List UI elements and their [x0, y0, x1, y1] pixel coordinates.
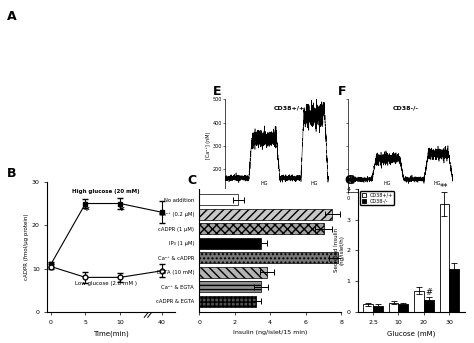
Bar	[199, 252, 337, 263]
Bar	[414, 291, 424, 312]
Text: HG: HG	[310, 181, 318, 186]
Text: HG: HG	[384, 181, 391, 186]
Y-axis label: cADPR (fmol/µg protein): cADPR (fmol/µg protein)	[24, 214, 29, 280]
Bar	[373, 306, 383, 312]
Text: G: G	[345, 174, 355, 187]
Bar	[199, 267, 266, 277]
X-axis label: Insulin (ng/islet/15 min): Insulin (ng/islet/15 min)	[233, 330, 307, 335]
Text: *: *	[118, 206, 124, 216]
Text: F: F	[338, 85, 346, 98]
Bar	[199, 194, 238, 205]
Text: High glucose (20 mM): High glucose (20 mM)	[73, 189, 140, 194]
Text: CD38-/-: CD38-/-	[393, 106, 419, 111]
Bar	[199, 209, 332, 220]
Text: A: A	[7, 10, 17, 23]
Bar	[199, 223, 323, 234]
Bar	[199, 281, 261, 292]
Text: B: B	[7, 167, 17, 180]
X-axis label: Glucose (mM): Glucose (mM)	[387, 330, 436, 337]
Y-axis label: Secreted Insulin
(ng/islet/h): Secreted Insulin (ng/islet/h)	[334, 228, 345, 272]
Bar	[399, 305, 408, 312]
Text: Low glucose (2.8 mM ): Low glucose (2.8 mM )	[75, 281, 137, 286]
Bar	[199, 238, 261, 249]
Text: *: *	[84, 206, 90, 216]
Text: HG: HG	[261, 181, 268, 186]
Text: CD38+/+: CD38+/+	[274, 106, 305, 111]
Text: HG: HG	[434, 181, 441, 186]
Legend: CD38+/+, CD38-/-: CD38+/+, CD38-/-	[360, 191, 394, 205]
Bar	[449, 269, 459, 312]
Text: **: **	[440, 183, 449, 192]
Bar	[389, 303, 399, 312]
Bar	[439, 204, 449, 312]
Text: E: E	[213, 85, 222, 98]
Y-axis label: [Ca²⁺] (nM): [Ca²⁺] (nM)	[206, 132, 211, 159]
X-axis label: Time(min): Time(min)	[93, 330, 129, 337]
Text: C: C	[187, 174, 196, 187]
Bar	[199, 296, 256, 307]
Bar	[424, 300, 434, 312]
Text: #: #	[425, 288, 432, 297]
Bar	[364, 305, 373, 312]
